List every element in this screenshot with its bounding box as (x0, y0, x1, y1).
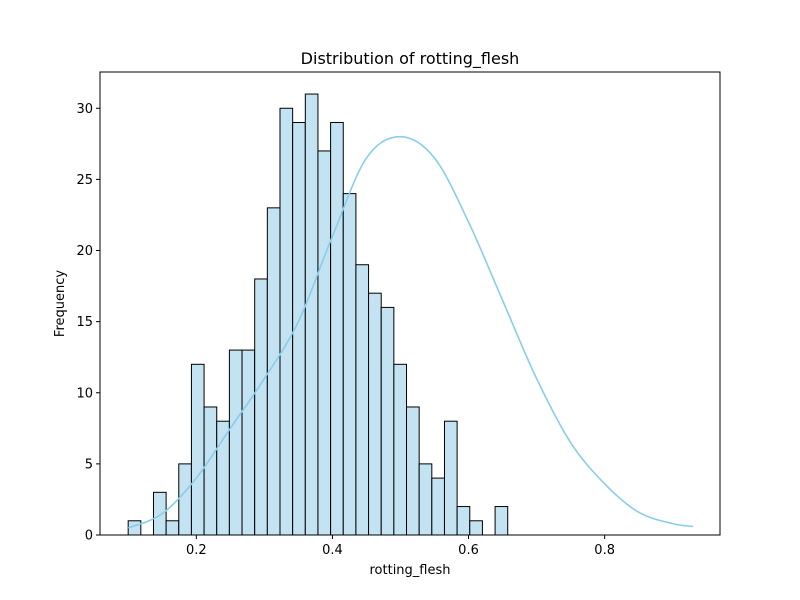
plot-area-frame (99, 71, 721, 536)
histogram-bar (241, 349, 256, 536)
y-tick-label: 20 (76, 244, 93, 259)
histogram-bar (406, 406, 420, 536)
y-tick-label: 30 (76, 102, 93, 117)
chart-title: Distribution of rotting_flesh (301, 49, 520, 69)
histogram-bar (494, 506, 509, 536)
histogram-bar (418, 463, 433, 536)
histogram-bar (165, 520, 180, 536)
histogram-bar (317, 150, 332, 536)
histogram-bar (456, 506, 471, 536)
histogram-bar (368, 292, 382, 536)
histogram-bars (127, 93, 509, 536)
histogram-bar (342, 193, 357, 536)
y-tick-label: 5 (85, 457, 93, 472)
y-tick-label: 10 (76, 386, 93, 401)
kde-line (127, 135, 694, 529)
x-tick-label: 0.8 (594, 543, 615, 558)
histogram-bar (431, 477, 445, 536)
histogram-bar (152, 491, 167, 536)
histogram-bar (203, 406, 218, 536)
kde-curve-layer (127, 135, 694, 529)
x-axis-ticks: 0.2 0.4 0.6 0.8 (186, 535, 615, 558)
histogram-bar (228, 349, 243, 536)
histogram-bar (380, 306, 395, 536)
x-tick-label: 0.6 (458, 543, 479, 558)
histogram-bar (469, 520, 483, 536)
histogram-bar (178, 463, 192, 536)
histogram-bar (393, 363, 408, 536)
histogram-bar (304, 93, 319, 536)
y-axis-title: Frequency (53, 270, 68, 337)
x-axis-title: rotting_flesh (369, 563, 450, 578)
y-tick-label: 25 (76, 173, 93, 188)
histogram-bar (443, 420, 458, 536)
x-tick-label: 0.2 (186, 543, 207, 558)
histogram-bar (190, 363, 205, 536)
y-tick-label: 15 (76, 315, 93, 330)
y-axis-ticks: 0 5 10 15 20 25 30 (76, 102, 100, 544)
x-tick-label: 0.4 (322, 543, 343, 558)
histogram-bar (279, 107, 294, 536)
histogram-bar (355, 264, 370, 536)
histogram-bar (330, 121, 344, 536)
histogram-bar (254, 278, 268, 536)
y-tick-label: 0 (85, 529, 93, 544)
